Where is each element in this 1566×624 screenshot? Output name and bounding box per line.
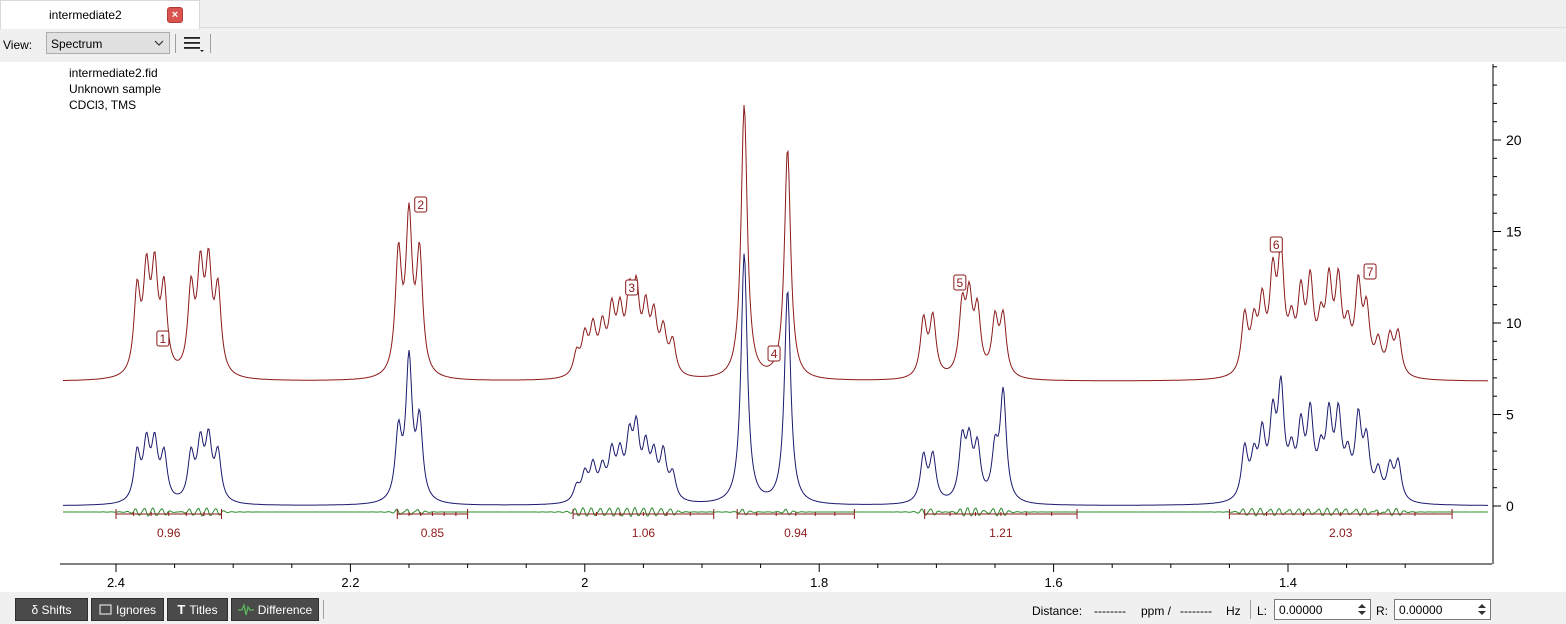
shifts-button[interactable]: δ Shifts [15, 598, 88, 621]
y-tick-label-0: 0 [1506, 498, 1514, 514]
x-tick-label-2: 2 [581, 575, 588, 590]
left-cursor-label: L: [1257, 604, 1268, 618]
difference-trace [63, 506, 1488, 518]
tab-intermediate2[interactable]: intermediate2 × [0, 0, 200, 29]
y-tick-label-20: 20 [1506, 132, 1522, 148]
left-cursor-value: 0.00000 [1279, 603, 1323, 617]
tab-bar: intermediate2 × [0, 0, 1566, 29]
peak-label-7: 7 [1367, 265, 1374, 279]
peak-label-box-3 [625, 279, 639, 296]
right-cursor-label: R: [1376, 604, 1388, 618]
solvent-info: CDCl3, TMS [69, 98, 137, 112]
peak-label-1: 1 [160, 332, 167, 346]
integral-value-0.96: 0.96 [157, 526, 181, 540]
right-cursor-value: 0.00000 [1399, 603, 1443, 617]
ignore-box-icon [99, 604, 112, 615]
distance-label: Distance: [1032, 604, 1083, 618]
spin-arrows-icon[interactable] [1355, 601, 1369, 618]
sample-name: Unknown sample [69, 82, 162, 96]
peak-label-box-7 [1363, 263, 1377, 280]
text-t-icon: T [177, 602, 186, 617]
ignores-button[interactable]: Ignores [91, 598, 164, 621]
peak-label-box-6 [1269, 236, 1283, 253]
toolbar-separator [210, 34, 211, 53]
integral-value-1.21: 1.21 [989, 526, 1013, 540]
view-select[interactable]: Spectrum [46, 32, 170, 54]
right-cursor-spinbox[interactable]: 0.00000 [1394, 599, 1491, 620]
integral-value-2.03: 2.03 [1329, 526, 1353, 540]
integral-value-0.85: 0.85 [421, 526, 445, 540]
file-name: intermediate2.fid [69, 66, 158, 80]
difference-wave-icon [237, 603, 254, 615]
peak-label-box-5 [953, 274, 967, 291]
toolbar: View: Spectrum [0, 29, 1566, 61]
y-tick-label-10: 10 [1506, 315, 1522, 331]
left-cursor-spinbox[interactable]: 0.00000 [1274, 599, 1371, 620]
x-tick-label-2.4: 2.4 [107, 575, 125, 590]
integral-value-1.06: 1.06 [632, 526, 656, 540]
y-tick-label-5: 5 [1506, 407, 1514, 423]
chevron-down-icon [154, 40, 164, 46]
titles-label: Titles [189, 602, 218, 617]
close-icon[interactable]: × [167, 7, 183, 23]
spin-arrows-icon[interactable] [1475, 601, 1489, 618]
x-tick-label-2.2: 2.2 [341, 575, 359, 590]
view-label: View: [3, 38, 33, 52]
shifts-label: δ Shifts [31, 602, 72, 617]
view-select-value: Spectrum [51, 37, 103, 51]
peak-label-box-4 [767, 345, 781, 362]
integral-value-0.94: 0.94 [784, 526, 808, 540]
x-tick-label-1.8: 1.8 [810, 575, 828, 590]
toolbar-separator [175, 34, 176, 53]
peak-label-box-2 [414, 196, 428, 213]
y-tick-label-15: 15 [1506, 224, 1522, 240]
distance-hz-unit: Hz [1226, 604, 1241, 618]
bottom-separator [323, 600, 324, 619]
ignores-label: Ignores [115, 602, 157, 617]
peak-label-6: 6 [1273, 238, 1280, 252]
bottom-bar: δ Shifts Ignores T Titles Difference Dis… [0, 593, 1566, 624]
peak-label-5: 5 [956, 276, 963, 290]
difference-button[interactable]: Difference [231, 598, 319, 621]
x-tick-label-1.6: 1.6 [1045, 575, 1063, 590]
titles-button[interactable]: T Titles [167, 598, 228, 621]
distance-ppm-value: -------- [1094, 604, 1126, 618]
spectrum-plot[interactable]: 1 2 3 4 5 6 7 0.96 0.85 1.06 0.94 1.21 2.03 2.4 2.2 2 1.… [0, 62, 1566, 592]
menu-icon[interactable] [181, 33, 205, 53]
bottom-separator [1250, 600, 1251, 619]
difference-label: Difference [257, 602, 313, 617]
distance-ppm-unit: ppm / [1141, 604, 1172, 618]
distance-hz-value: -------- [1180, 604, 1212, 618]
peak-label-3: 3 [628, 281, 635, 295]
x-tick-label-1.4: 1.4 [1279, 575, 1297, 590]
peak-label-box-1 [156, 330, 170, 347]
tab-label: intermediate2 [49, 8, 122, 22]
spectrum-canvas[interactable]: 1 2 3 4 5 6 7 0.96 0.85 1.06 0.94 1.21 2.03 2.4 2.2 2 1.… [0, 62, 1566, 592]
peak-label-4: 4 [771, 347, 778, 361]
experimental-spectrum-trace [63, 253, 1488, 506]
peak-label-2: 2 [417, 198, 424, 212]
